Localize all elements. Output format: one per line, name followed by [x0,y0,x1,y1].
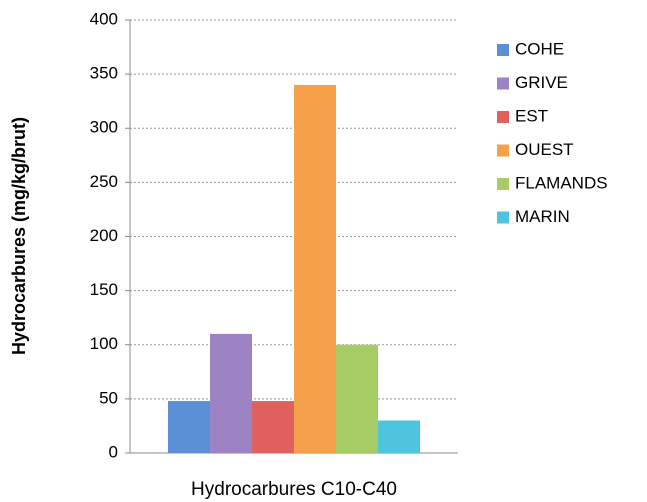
legend-swatch [497,111,509,123]
legend-swatch [497,211,509,224]
y-tick-label: 150 [90,280,118,299]
bar [336,344,378,453]
y-tick-label: 350 [90,64,118,83]
y-tick-label: 200 [90,226,118,245]
bar [378,420,420,453]
y-tick-label: 250 [90,172,118,191]
legend-label: FLAMANDS [515,173,608,192]
legend-swatch [497,77,509,90]
legend-label: EST [515,106,548,125]
y-tick-label: 0 [109,442,118,461]
legend-label: OUEST [515,140,574,159]
y-axis-label: Hydrocarbures (mg/kg/brut) [9,117,29,355]
bar [210,333,252,453]
legend-swatch [497,44,509,56]
y-tick-label: 400 [90,9,118,28]
y-tick-label: 50 [99,388,118,407]
x-tick-label: Hydrocarbures C10-C40 [191,479,397,500]
bar [168,401,210,453]
y-tick-label: 300 [90,118,118,137]
bar [294,84,336,453]
legend-label: COHE [515,39,564,58]
legend-label: MARIN [515,207,570,226]
legend-swatch [497,178,509,190]
bar [252,401,294,453]
legend-swatch [497,144,509,157]
y-tick-label: 100 [90,334,118,353]
legend-label: GRIVE [515,73,568,92]
